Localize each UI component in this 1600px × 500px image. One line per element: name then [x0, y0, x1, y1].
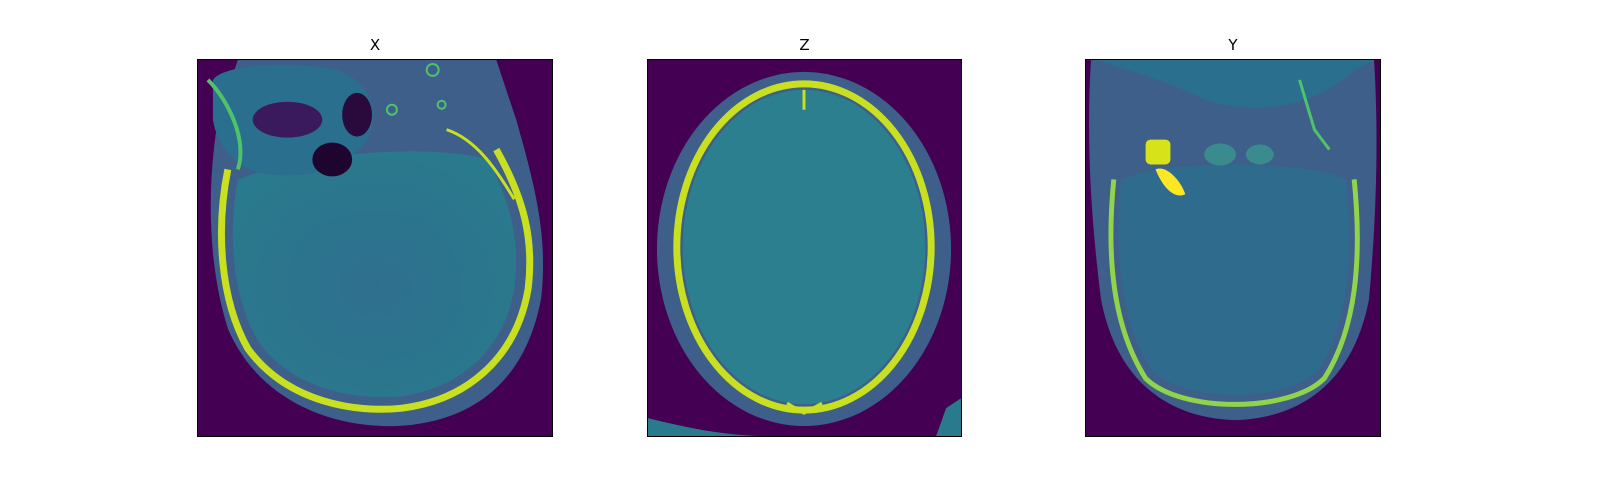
ct-slice-x-image: [197, 59, 553, 437]
ct-slice-z-image: [647, 59, 962, 437]
panel-title-y: Y: [1228, 36, 1238, 54]
panel-x: X: [197, 36, 553, 437]
panel-y: Y: [1085, 36, 1381, 437]
panel-z: Z: [647, 36, 962, 437]
ct-slice-y-image: [1085, 59, 1381, 437]
panel-title-z: Z: [799, 36, 810, 54]
panel-title-x: X: [369, 36, 381, 54]
